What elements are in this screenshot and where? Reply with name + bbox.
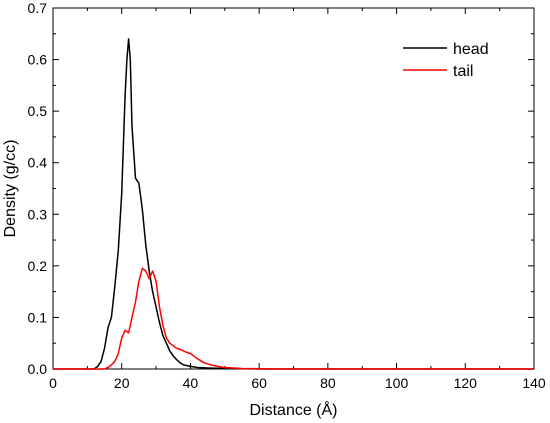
x-tick-label: 80 bbox=[320, 375, 336, 391]
y-tick-label: 0.4 bbox=[28, 155, 48, 171]
x-tick-label: 100 bbox=[385, 375, 409, 391]
legend: head tail bbox=[403, 41, 489, 80]
y-tick-label: 0.5 bbox=[28, 103, 48, 119]
x-tick-label: 20 bbox=[114, 375, 130, 391]
series-layer bbox=[53, 38, 534, 370]
x-tick-label: 120 bbox=[454, 375, 478, 391]
legend-label-tail: tail bbox=[453, 63, 473, 80]
x-tick-label: 0 bbox=[49, 375, 57, 391]
y-tick-label: 0.2 bbox=[28, 258, 48, 274]
y-tick-label: 0.6 bbox=[28, 52, 48, 68]
y-tick-label: 0.1 bbox=[28, 309, 48, 325]
x-axis-ticks: 0 20 40 60 80 100 120 140 bbox=[49, 8, 546, 391]
series-line-tail bbox=[53, 267, 534, 370]
y-axis-title: Density (g/cc) bbox=[2, 140, 19, 238]
y-tick-label: 0.0 bbox=[28, 361, 48, 377]
x-tick-label: 60 bbox=[251, 375, 267, 391]
x-axis-title: Distance (Å) bbox=[249, 400, 337, 419]
x-tick-label: 140 bbox=[522, 375, 546, 391]
x-tick-label: 40 bbox=[183, 375, 199, 391]
y-axis-ticks: 0.0 0.1 0.2 0.3 0.4 0.5 0.6 0.7 bbox=[28, 0, 534, 377]
y-tick-label: 0.3 bbox=[28, 206, 48, 222]
series-line-head bbox=[53, 38, 534, 370]
y-tick-label: 0.7 bbox=[28, 0, 48, 16]
legend-label-head: head bbox=[453, 41, 489, 58]
